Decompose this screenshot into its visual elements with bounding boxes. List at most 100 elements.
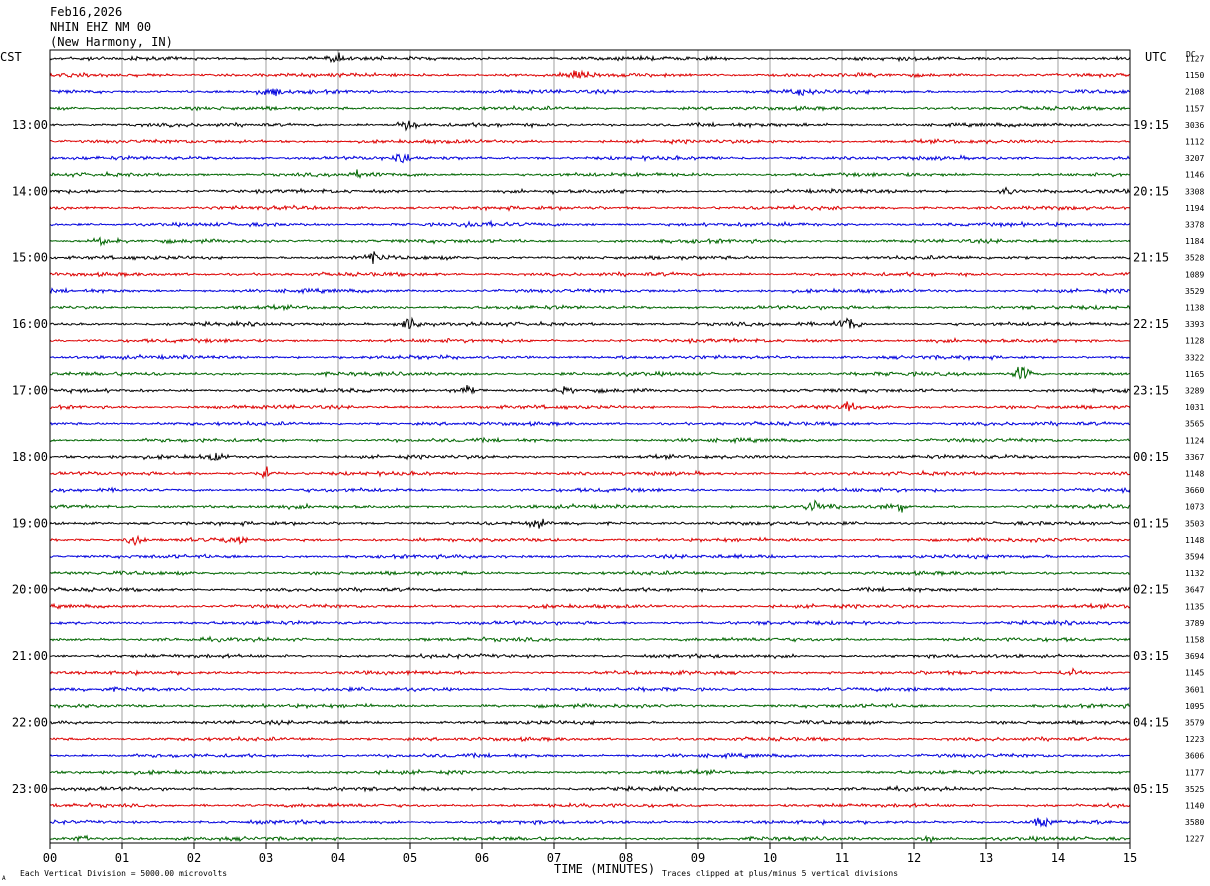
right-hour-label: 02:15 [1133,583,1169,597]
dc-offset-label: 3378 [1185,221,1204,230]
trace-row-29 [49,534,1130,547]
trace-row-26 [50,486,1131,495]
trace-row-41 [49,735,1131,743]
left-hour-label: 14:00 [12,184,48,198]
trace-row-14 [49,287,1131,295]
dc-offset-label: 1135 [1185,602,1204,611]
trace-row-28 [49,518,1131,529]
x-tick-label: 09 [691,851,705,865]
trace-row-32 [49,585,1131,594]
left-hour-label: 23:00 [12,782,48,796]
trace-row-31 [49,569,1131,577]
right-hour-label: 05:15 [1133,782,1169,796]
x-tick-label: 14 [1051,851,1065,865]
right-hour-label: 00:15 [1133,450,1169,464]
x-axis-ticks: 00 01 02 03 04 05 06 07 08 09 10 11 12 13 14 15 [43,843,1137,865]
right-hour-label: 20:15 [1133,184,1169,198]
trace-row-24 [49,452,1131,462]
right-hour-label: 21:15 [1133,251,1169,265]
left-timezone-label: CST [0,50,22,64]
x-tick-label: 04 [331,851,345,865]
x-axis-label: TIME (MINUTES) [554,862,655,876]
dc-offset-label: 1140 [1185,802,1204,811]
header-date: Feb16,2026 [50,5,122,19]
dc-offset-label: 3601 [1185,685,1204,694]
left-hour-label: 16:00 [12,317,48,331]
trace-row-38 [49,685,1131,693]
dc-offset-label: 3529 [1185,287,1204,296]
right-hour-label: 04:15 [1133,716,1169,730]
dc-offset-label: 1031 [1185,403,1204,412]
trace-row-36 [49,652,1130,660]
x-tick-label: 10 [763,851,777,865]
dc-offset-label: 1177 [1185,768,1204,777]
x-tick-label: 15 [1123,851,1137,865]
x-tick-label: 03 [259,851,273,865]
dc-offset-label: 1150 [1185,71,1204,80]
left-hour-label: 19:00 [12,516,48,530]
dc-offset-label: 1158 [1185,636,1204,645]
trace-row-4 [49,120,1131,132]
trace-row-7 [49,169,1131,180]
trace-row-33 [49,602,1131,611]
dc-offset-label: 1223 [1185,735,1204,744]
trace-row-46 [49,817,1131,828]
dc-offset-label: 1157 [1185,104,1204,113]
trace-row-17 [49,336,1131,345]
dc-offset-label: 3606 [1185,752,1204,761]
header-location: (New Harmony, IN) [50,35,173,49]
dc-offset-label: 3393 [1185,320,1204,329]
dc-offset-label: 1132 [1185,569,1204,578]
dc-offset-label: 1089 [1185,270,1204,279]
trace-row-0 [49,52,1131,64]
trace-row-10 [49,219,1131,229]
trace-row-44 [50,784,1131,793]
dc-offset-label: 1146 [1185,171,1204,180]
dc-offset-label: 3367 [1185,453,1204,462]
trace-group [49,52,1131,844]
trace-row-35 [49,635,1131,643]
trace-row-15 [49,303,1131,312]
x-tick-label: 02 [187,851,201,865]
trace-row-25 [49,466,1131,480]
dc-offset-label: 3308 [1185,187,1204,196]
trace-row-43 [50,768,1131,777]
dc-offset-label: 3207 [1185,154,1204,163]
left-hour-label: 15:00 [12,251,48,265]
left-hour-label: 17:00 [12,384,48,398]
trace-row-23 [49,436,1130,445]
dc-label: DC [1186,50,1196,59]
dc-offset-label: 1148 [1185,470,1204,479]
right-timezone-label: UTC [1145,50,1167,64]
dc-offset-label: 1138 [1185,304,1204,313]
dc-offset-label: 3528 [1185,254,1204,263]
dc-offset-label: 1112 [1185,138,1204,147]
right-hour-label: 22:15 [1133,317,1169,331]
trace-row-45 [49,802,1131,809]
trace-row-27 [49,499,1131,513]
dc-offset-label: 2108 [1185,88,1204,97]
x-tick-label: 00 [43,851,57,865]
dc-offset-label: 3579 [1185,719,1204,728]
left-hour-label: 18:00 [12,450,48,464]
dc-offset-labels: 1127 1150 2108 1157 3036 1112 3207 1146 3308 1194… [1185,55,1204,844]
trace-row-47 [49,834,1131,844]
right-hour-label: 19:15 [1133,118,1169,132]
dc-offset-label: 3565 [1185,420,1204,429]
dc-offset-label: 3503 [1185,519,1204,528]
grid-lines [121,50,1059,843]
dc-offset-label: 1184 [1185,237,1204,246]
dc-offset-label: 1073 [1185,503,1204,512]
x-tick-label: 11 [835,851,849,865]
dc-offset-label: 1145 [1185,669,1204,678]
dc-offset-label: 3580 [1185,818,1204,827]
trace-row-5 [49,137,1131,146]
dc-offset-label: 3789 [1185,619,1204,628]
trace-row-13 [49,271,1131,278]
trace-row-8 [49,186,1131,195]
trace-row-12 [49,251,1131,264]
dc-offset-label: 3594 [1185,553,1204,562]
dc-offset-label: 1124 [1185,436,1204,445]
trace-row-2 [49,87,1131,97]
trace-row-42 [49,751,1131,760]
